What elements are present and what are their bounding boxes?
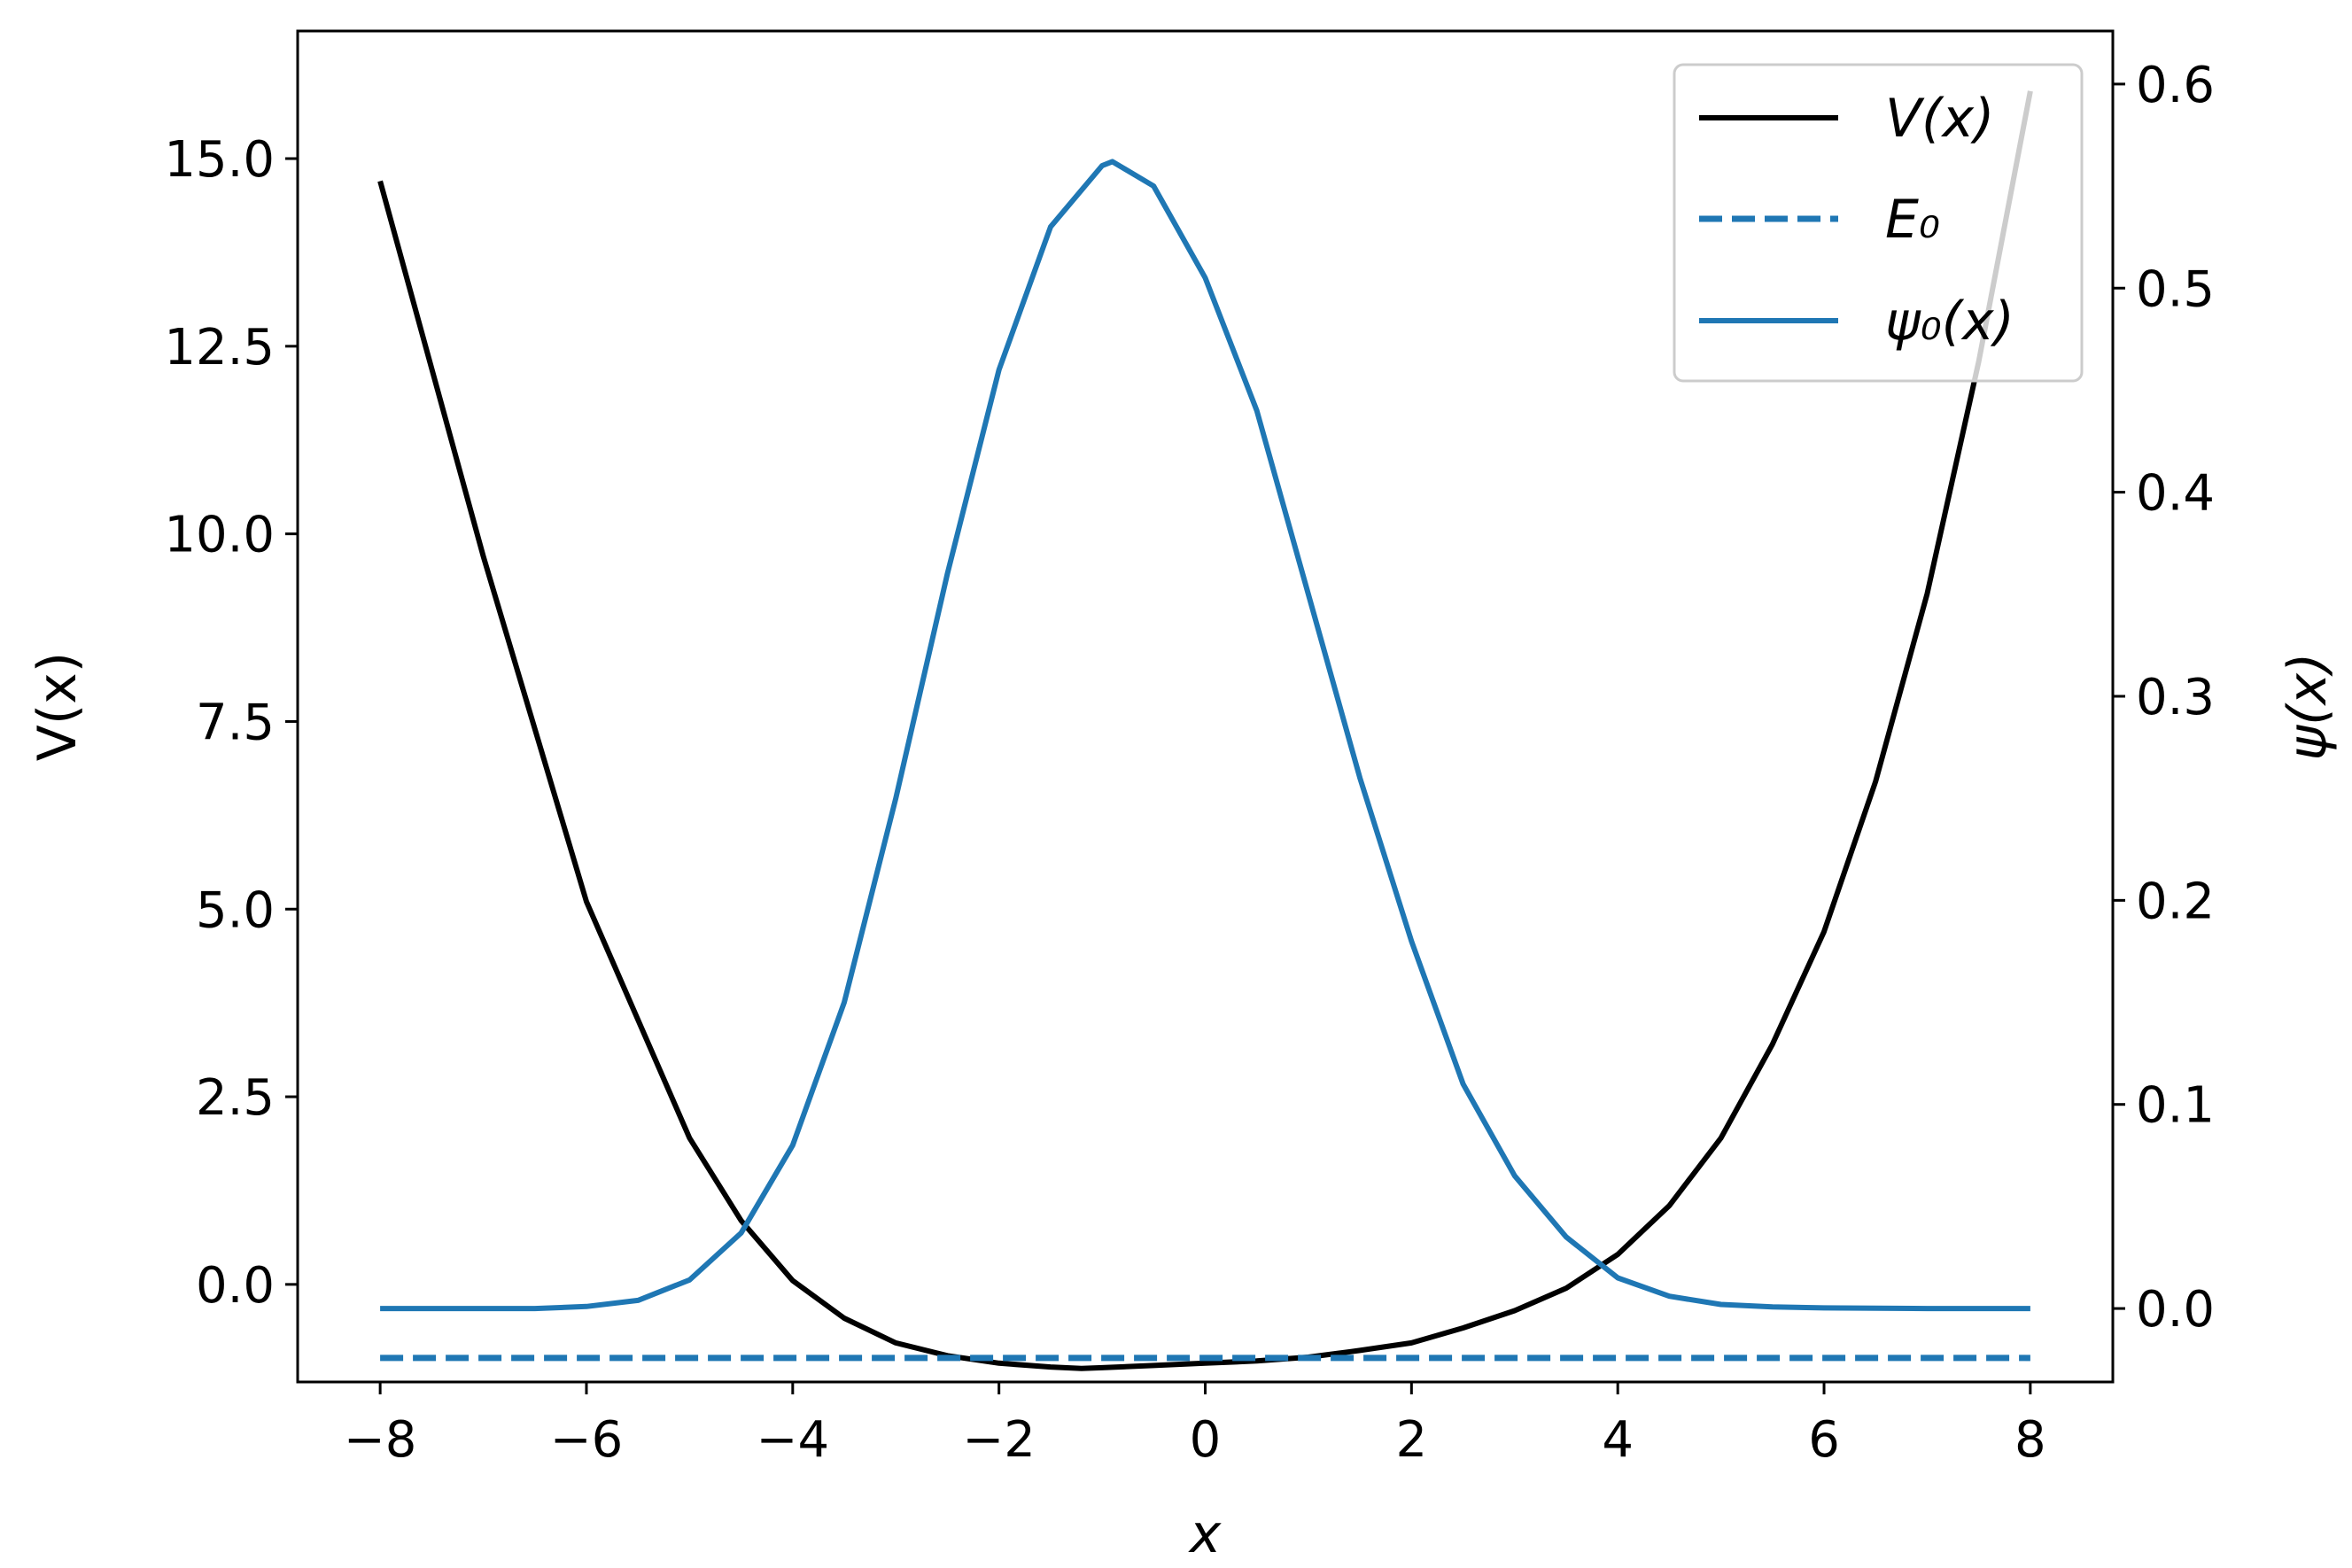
- x-tick-label: 4: [1602, 1411, 1634, 1469]
- y-right-tick-label: 0.2: [2136, 873, 2215, 930]
- series-line-2: [380, 159, 2030, 1312]
- legend: V(x) E₀ ψ₀(x): [1673, 63, 2084, 383]
- x-tick-label: 6: [1808, 1411, 1840, 1469]
- y-right-tick-label: 0.3: [2136, 669, 2215, 726]
- y-left-tick-label: 5.0: [196, 881, 275, 939]
- y-right-tick-label: 0.0: [2136, 1281, 2215, 1339]
- axes: −8 −6 −4 −2 0 2 4 6 8 0.0 2.5 5.0 7.5 10.0 12.5 15.0 0.0…: [27, 29, 2339, 1565]
- legend-label-1: E₀: [1885, 189, 1940, 251]
- y-right-axis-label: ψ(x): [2277, 653, 2339, 761]
- y-left-tick-label: 12.5: [164, 319, 275, 376]
- x-tick-label: 0: [1190, 1411, 1222, 1469]
- legend-box: [1673, 63, 2084, 383]
- y-right-tick-label: 0.6: [2136, 57, 2215, 114]
- x-tick-label: 2: [1396, 1411, 1428, 1469]
- legend-label-2: ψ₀(x): [1885, 291, 2014, 353]
- y-left-axis-label: V(x): [27, 652, 89, 761]
- y-right-tick-label: 0.4: [2136, 465, 2215, 523]
- y-left-tick-label: 0.0: [196, 1257, 275, 1315]
- plot-area: [377, 90, 2033, 1371]
- legend-label-0: V(x): [1885, 88, 1994, 150]
- x-tick-label: −2: [962, 1411, 1036, 1469]
- x-tick-label: −8: [344, 1411, 417, 1469]
- y-left-tick-label: 7.5: [196, 694, 275, 751]
- series-line-0: [377, 90, 2033, 1371]
- y-left-tick-label: 10.0: [164, 507, 275, 564]
- x-tick-label: −6: [550, 1411, 624, 1469]
- y-left-tick-label: 15.0: [164, 131, 275, 189]
- x-axis-label: x: [1188, 1503, 1222, 1565]
- y-right-tick-label: 0.1: [2136, 1077, 2215, 1135]
- x-tick-label: −4: [757, 1411, 830, 1469]
- y-right-tick-label: 0.5: [2136, 260, 2215, 318]
- x-tick-label: 8: [2014, 1411, 2046, 1469]
- y-left-tick-label: 2.5: [196, 1069, 275, 1127]
